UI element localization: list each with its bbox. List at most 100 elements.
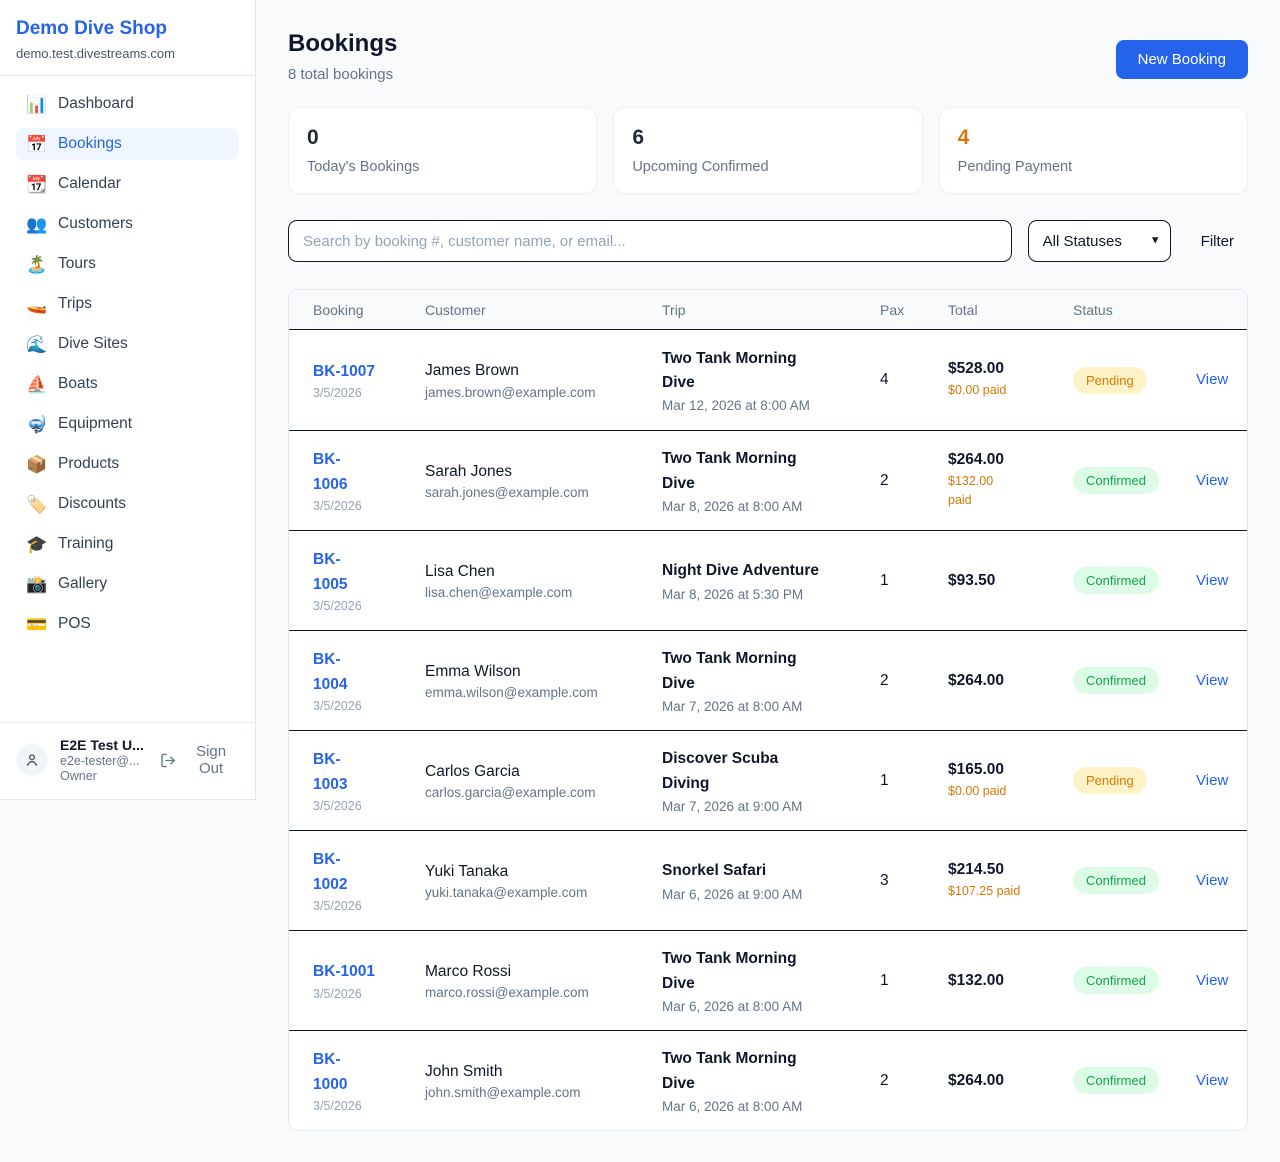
view-link[interactable]: View bbox=[1196, 371, 1229, 388]
booking-link[interactable]: BK-1001 bbox=[313, 963, 376, 981]
booking-cell: BK- 1000 3/5/2026 bbox=[313, 1048, 425, 1112]
status-cell: Confirmed bbox=[1073, 567, 1196, 594]
total-cell: $214.50 $107.25 paid bbox=[948, 861, 1073, 901]
paid-amount: $0.00 paid bbox=[948, 383, 1007, 398]
tear-off-calendar-icon: 📆 bbox=[26, 174, 48, 194]
view-link[interactable]: View bbox=[1196, 471, 1229, 489]
sidebar-item-products[interactable]: 📦 Products bbox=[16, 448, 239, 480]
customer-email: sarah.jones@example.com bbox=[425, 485, 589, 501]
user-role: Owner bbox=[60, 769, 97, 783]
camera-icon: 📸 bbox=[26, 574, 48, 594]
sidebar-item-label: Discounts bbox=[58, 495, 127, 512]
new-booking-button[interactable]: New Booking bbox=[1115, 40, 1248, 79]
actions-cell: View bbox=[1196, 672, 1244, 690]
view-link[interactable]: View bbox=[1196, 671, 1229, 689]
total-amount: $132.00 bbox=[948, 971, 1005, 989]
booking-link[interactable]: BK-1007 bbox=[313, 362, 376, 380]
table-row: BK- 1002 3/5/2026 Yuki Tanaka yuki.tanak… bbox=[289, 830, 1247, 930]
trip-name: Two Tank Morning Dive bbox=[662, 1050, 797, 1092]
avatar bbox=[16, 744, 48, 776]
sidebar-item-tours[interactable]: 🏝️ Tours bbox=[16, 248, 239, 280]
sidebar-item-trips[interactable]: 🚤 Trips bbox=[16, 288, 239, 320]
sidebar: Demo Dive Shop demo.test.divestreams.com… bbox=[0, 0, 256, 800]
customer-name: Yuki Tanaka bbox=[425, 862, 509, 880]
trip-cell: Two Tank Morning Dive Mar 6, 2026 at 8:0… bbox=[662, 947, 880, 1013]
booking-link[interactable]: BK- 1004 bbox=[313, 651, 348, 693]
stat-label: Today's Bookings bbox=[307, 159, 420, 175]
customer-name: James Brown bbox=[425, 362, 519, 380]
booking-link[interactable]: BK- 1003 bbox=[313, 751, 348, 793]
sidebar-item-customers[interactable]: 👥 Customers bbox=[16, 208, 239, 240]
wave-icon: 🌊 bbox=[26, 334, 48, 354]
sidebar-item-label: Trips bbox=[58, 295, 92, 312]
status-filter-select[interactable]: All Statuses bbox=[1027, 220, 1171, 262]
customer-email: carlos.garcia@example.com bbox=[425, 785, 596, 801]
column-header-customer: Customer bbox=[425, 301, 486, 318]
actions-cell: View bbox=[1196, 371, 1244, 389]
total-amount: $214.50 bbox=[948, 860, 1005, 878]
booking-cell: BK-1001 3/5/2026 bbox=[313, 960, 425, 1000]
filter-button[interactable]: Filter bbox=[1187, 233, 1248, 250]
trip-cell: Two Tank Morning Dive Mar 12, 2026 at 8:… bbox=[662, 347, 880, 413]
customer-name: John Smith bbox=[425, 1062, 503, 1080]
booking-date: 3/5/2026 bbox=[313, 598, 362, 613]
search-input[interactable] bbox=[288, 220, 1012, 262]
credit-card-icon: 💳 bbox=[26, 614, 48, 634]
status-badge: Pending bbox=[1073, 366, 1147, 394]
sidebar-item-label: Bookings bbox=[58, 135, 122, 152]
sidebar-item-calendar[interactable]: 📆 Calendar bbox=[16, 168, 239, 200]
customer-email: marco.rossi@example.com bbox=[425, 985, 589, 1001]
shop-domain: demo.test.divestreams.com bbox=[16, 46, 175, 61]
table-header-row: Booking Customer Trip Pax Total Status bbox=[289, 290, 1247, 330]
user-email: e2e-tester@... bbox=[60, 754, 140, 768]
page-title-block: Bookings 8 total bookings bbox=[288, 30, 397, 83]
brand-title: Demo Dive Shop bbox=[16, 18, 167, 39]
stat-card: 4 Pending Payment bbox=[938, 107, 1248, 194]
booking-link[interactable]: BK- 1000 bbox=[313, 1051, 348, 1093]
view-link[interactable]: View bbox=[1196, 971, 1229, 989]
view-link[interactable]: View bbox=[1196, 771, 1229, 789]
sidebar-item-discounts[interactable]: 🏷️ Discounts bbox=[16, 488, 239, 520]
customer-email: john.smith@example.com bbox=[425, 1085, 581, 1101]
sidebar-item-label: Gallery bbox=[58, 575, 108, 592]
total-cell: $93.50 bbox=[948, 572, 1073, 590]
sign-out-button[interactable]: Sign Out bbox=[160, 743, 239, 777]
sidebar-item-dive-sites[interactable]: 🌊 Dive Sites bbox=[16, 328, 239, 360]
sidebar-item-equipment[interactable]: 🤿 Equipment bbox=[16, 408, 239, 440]
sidebar-item-pos[interactable]: 💳 POS bbox=[16, 608, 239, 640]
trip-date: Mar 6, 2026 at 8:00 AM bbox=[662, 998, 803, 1014]
sidebar-user-footer: E2E Test U... e2e-tester@... Owner Sign … bbox=[0, 722, 255, 799]
trip-cell: Snorkel Safari Mar 6, 2026 at 9:00 AM bbox=[662, 859, 880, 901]
paid-amount: $107.25 paid bbox=[948, 883, 1021, 898]
status-cell: Confirmed bbox=[1073, 467, 1196, 494]
customer-cell: Yuki Tanaka yuki.tanaka@example.com bbox=[425, 861, 662, 901]
sidebar-item-bookings[interactable]: 📅 Bookings bbox=[16, 128, 239, 160]
trip-date: Mar 7, 2026 at 8:00 AM bbox=[662, 698, 803, 714]
sidebar-item-gallery[interactable]: 📸 Gallery bbox=[16, 568, 239, 600]
sidebar-item-boats[interactable]: ⛵ Boats bbox=[16, 368, 239, 400]
status-cell: Pending bbox=[1073, 767, 1196, 794]
status-cell: Confirmed bbox=[1073, 667, 1196, 694]
booking-link[interactable]: BK- 1006 bbox=[313, 451, 348, 493]
trip-date: Mar 7, 2026 at 9:00 AM bbox=[662, 798, 803, 814]
status-badge: Confirmed bbox=[1073, 967, 1159, 994]
booking-link[interactable]: BK- 1005 bbox=[313, 551, 348, 593]
trip-name: Two Tank Morning Dive bbox=[662, 950, 797, 992]
sidebar-item-dashboard[interactable]: 📊 Dashboard bbox=[16, 88, 239, 120]
stat-value: 0 bbox=[307, 126, 319, 149]
actions-cell: View bbox=[1196, 572, 1244, 590]
total-amount: $93.50 bbox=[948, 571, 996, 589]
booking-link[interactable]: BK- 1002 bbox=[313, 851, 348, 893]
stat-value: 6 bbox=[632, 126, 645, 149]
sidebar-item-training[interactable]: 🎓 Training bbox=[16, 528, 239, 560]
customer-cell: Marco Rossi marco.rossi@example.com bbox=[425, 961, 662, 1001]
bookings-table: Booking Customer Trip Pax Total Status B… bbox=[288, 289, 1248, 1131]
booking-date: 3/5/2026 bbox=[313, 386, 362, 400]
status-badge: Pending bbox=[1073, 767, 1147, 794]
view-link[interactable]: View bbox=[1196, 1071, 1229, 1089]
booking-cell: BK- 1004 3/5/2026 bbox=[313, 648, 425, 712]
view-link[interactable]: View bbox=[1196, 871, 1229, 889]
total-bookings-count: 8 total bookings bbox=[288, 66, 394, 83]
sidebar-item-label: Tours bbox=[58, 255, 96, 272]
view-link[interactable]: View bbox=[1196, 571, 1229, 589]
